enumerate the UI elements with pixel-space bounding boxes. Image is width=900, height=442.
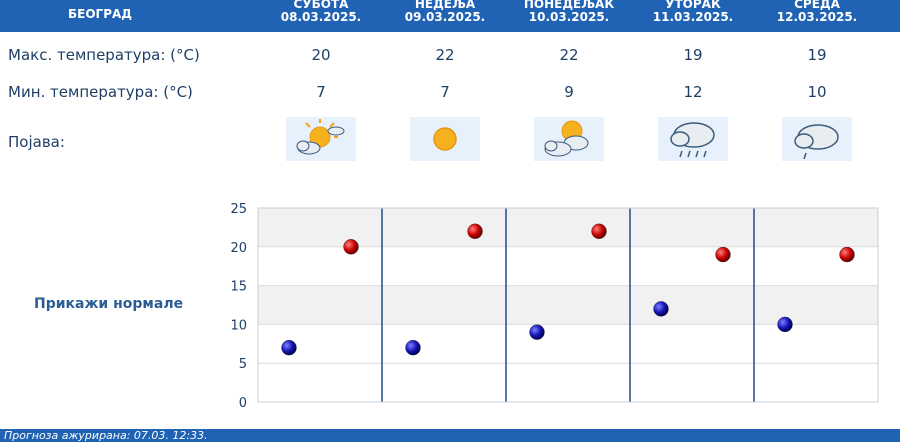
day-name: УТОРАК (665, 0, 721, 11)
y-axis-ticks: 0 5 10 15 20 25 (230, 202, 247, 411)
day-date: 11.03.2025. (652, 10, 734, 24)
day-header-2: НЕДЕЉА 09.03.2025. (375, 0, 515, 24)
max-temp-value: 22 (559, 46, 579, 64)
data-points (281, 223, 855, 356)
min-temp-point (281, 339, 297, 356)
day-header-5: СРЕДА 12.03.2025. (747, 0, 887, 24)
min-temp-value: 9 (564, 83, 574, 101)
min-temp-point (777, 316, 793, 333)
day-date: 10.03.2025. (528, 10, 610, 24)
partly-cloudy-sun-icon (534, 117, 604, 161)
day-date: 12.03.2025. (776, 10, 858, 24)
forecast-header: БЕОГРАД СУБОТА 08.03.2025. НЕДЕЉА 09.03.… (0, 0, 900, 32)
min-temp-value: 7 (440, 83, 450, 101)
day-date: 08.03.2025. (280, 10, 362, 24)
max-temperature-row: Макс. температура: (°C) 20 22 22 19 19 (0, 40, 900, 70)
max-temp-point (467, 223, 483, 239)
min-temp-point (653, 301, 669, 317)
max-temp-value: 19 (683, 46, 703, 64)
day-header-3: ПОНЕДЕЉАК 10.03.2025. (499, 0, 639, 24)
y-tick-label: 0 (239, 396, 247, 411)
phenomenon-label: Појава: (8, 133, 65, 151)
day-name: СРЕДА (794, 0, 840, 11)
day-header-1: СУБОТА 08.03.2025. (251, 0, 391, 24)
city-name: БЕОГРАД (68, 7, 132, 21)
grid-bands (258, 208, 878, 325)
day-name: НЕДЕЉА (414, 0, 476, 11)
day-name: ПОНЕДЕЉАК (523, 0, 615, 11)
y-tick-label: 20 (230, 241, 247, 256)
temperature-chart: 0 5 10 15 20 25 (230, 202, 879, 411)
day-name: СУБОТА (293, 0, 349, 11)
show-normals-link[interactable]: Прикажи нормале (34, 296, 184, 312)
min-temp-value: 12 (683, 83, 703, 101)
max-temp-value: 22 (435, 46, 455, 64)
y-tick-label: 25 (230, 202, 247, 217)
max-temp-point (591, 223, 607, 239)
max-temperature-label: Макс. температура: (°C) (8, 46, 200, 64)
max-temp-value: 20 (311, 46, 331, 64)
y-tick-label: 5 (239, 357, 247, 372)
day-dividers (381, 208, 755, 402)
y-tick-label: 10 (230, 318, 247, 333)
min-temperature-label: Мин. температура: (°C) (8, 83, 193, 101)
min-temp-point (405, 339, 421, 356)
y-tick-label: 15 (230, 280, 247, 295)
max-temp-point (839, 246, 855, 263)
min-temperature-row: Мин. температура: (°C) 7 7 9 12 10 (0, 77, 900, 107)
forecast-updated-note: Прогноза ажурирана: 07.03. 12:33. (0, 429, 900, 442)
phenomenon-row: Појава: (0, 127, 900, 157)
min-temp-point (529, 324, 545, 340)
plot-frame (257, 207, 879, 403)
day-header-4: УТОРАК 11.03.2025. (623, 0, 763, 24)
sun-icon (410, 117, 480, 161)
max-temp-point (343, 239, 359, 255)
rain-cloud-icon (658, 117, 728, 161)
max-temp-point (715, 246, 731, 263)
day-date: 09.03.2025. (404, 10, 486, 24)
min-temp-value: 7 (316, 83, 326, 101)
min-temp-value: 10 (807, 83, 827, 101)
partly-cloudy-sun-icon (286, 117, 356, 161)
grid-band (258, 285, 878, 325)
drizzle-cloud-icon (782, 117, 852, 161)
grid-band (258, 208, 878, 247)
max-temp-value: 19 (807, 46, 827, 64)
